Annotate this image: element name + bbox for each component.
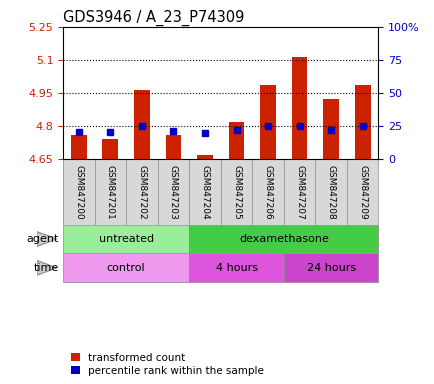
Bar [189,225,378,253]
Text: GSM847202: GSM847202 [137,165,146,219]
Bar [165,135,181,159]
Bar [291,57,307,159]
Text: GSM847200: GSM847200 [74,165,83,219]
Text: GSM847203: GSM847203 [168,165,178,219]
Text: GSM847208: GSM847208 [326,165,335,219]
Text: GSM847201: GSM847201 [105,165,115,219]
Text: GSM847206: GSM847206 [263,165,272,219]
Text: agent: agent [26,234,59,244]
Bar [260,85,275,159]
Text: 24 hours: 24 hours [306,263,355,273]
Bar [71,135,86,159]
Bar [354,85,370,159]
Text: GDS3946 / A_23_P74309: GDS3946 / A_23_P74309 [63,9,244,25]
Text: untreated: untreated [99,234,153,244]
Polygon shape [37,260,56,275]
Text: GSM847209: GSM847209 [357,165,366,219]
Text: control: control [107,263,145,273]
Bar [197,155,212,159]
Polygon shape [37,232,56,247]
Text: 4 hours: 4 hours [215,263,257,273]
Bar [102,139,118,159]
Bar [134,90,149,159]
Text: GSM847205: GSM847205 [231,165,240,219]
Legend: transformed count, percentile rank within the sample: transformed count, percentile rank withi… [68,349,266,379]
Bar [189,253,283,282]
Bar [63,225,189,253]
Bar [322,99,338,159]
Text: GSM847207: GSM847207 [294,165,303,219]
Text: time: time [33,263,59,273]
Bar [63,253,189,282]
Bar [228,122,244,159]
Text: dexamethasone: dexamethasone [238,234,328,244]
Bar [283,253,378,282]
Text: GSM847204: GSM847204 [200,165,209,219]
